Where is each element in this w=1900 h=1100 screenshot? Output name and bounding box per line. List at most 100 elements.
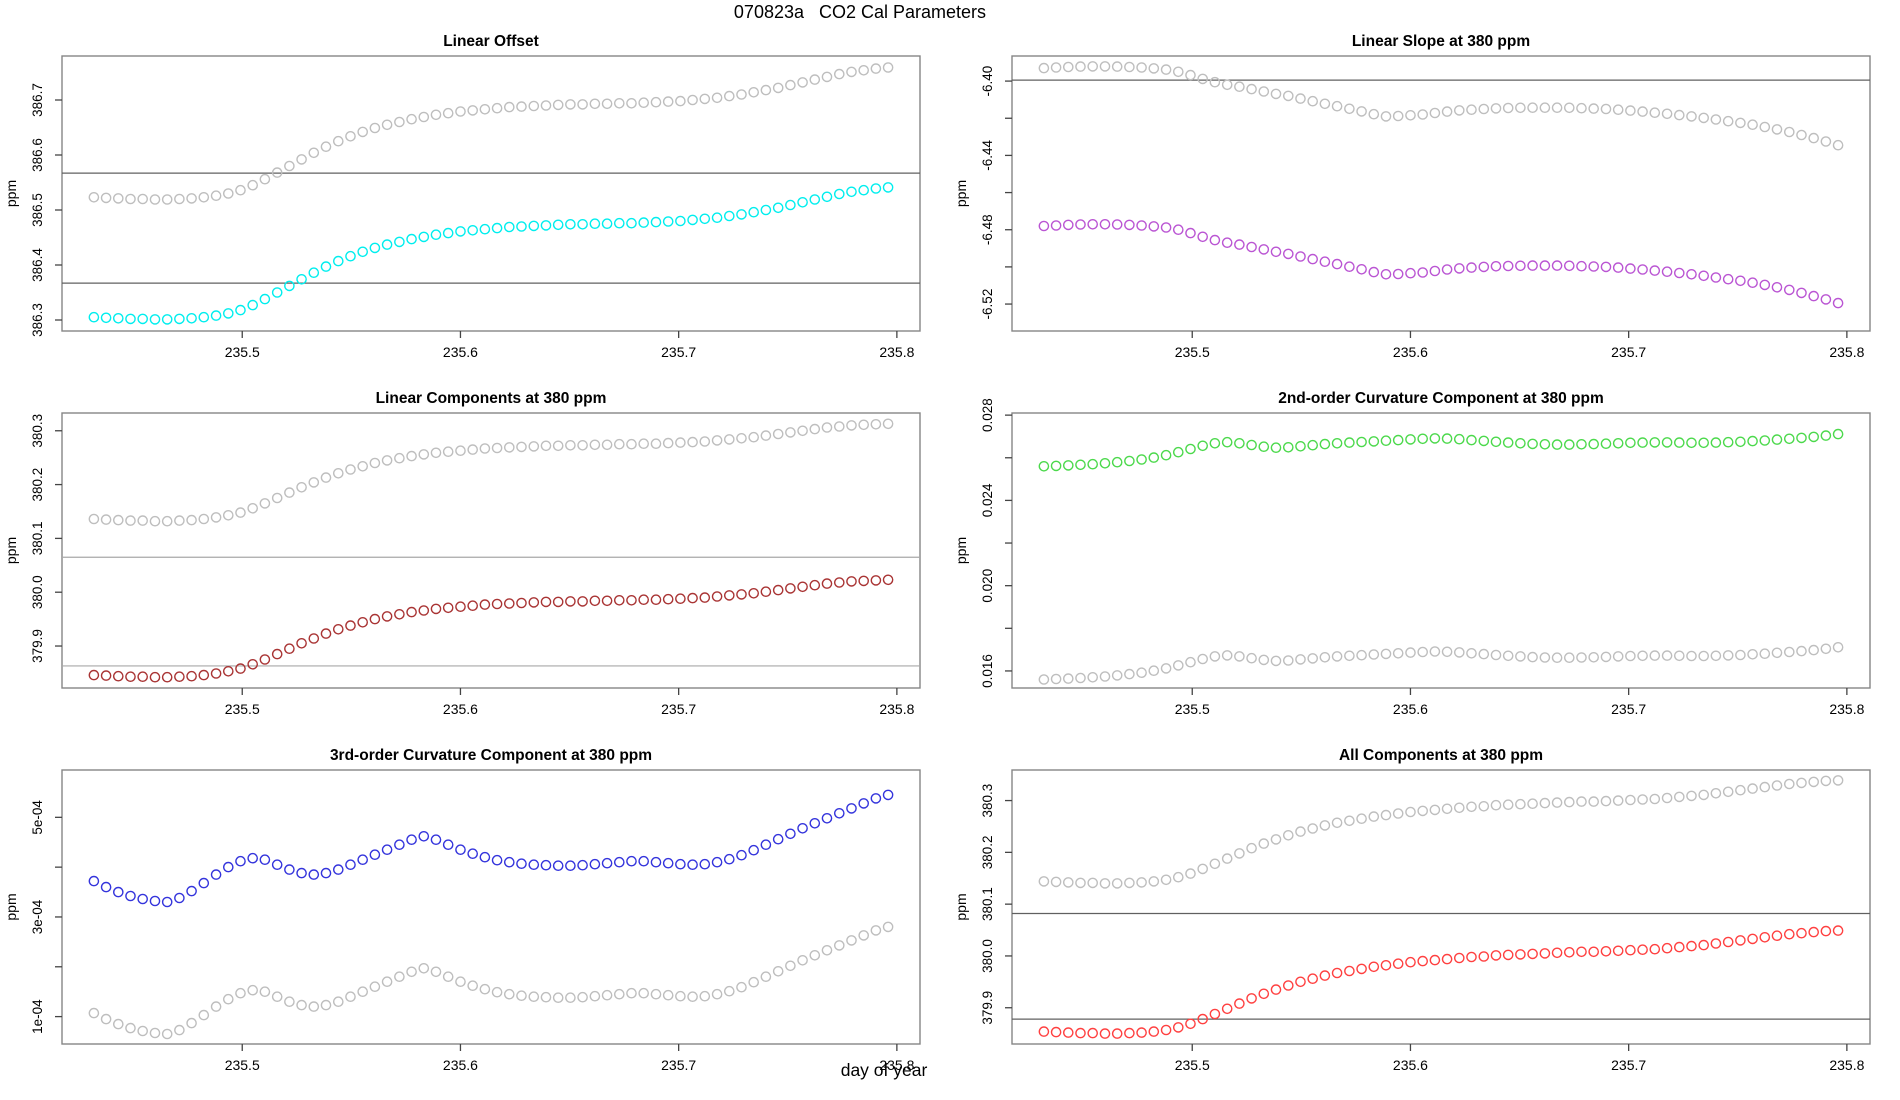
data-point-gray (1796, 129, 1807, 141)
data-point-blue (394, 839, 405, 850)
data-point-cyan (455, 226, 466, 237)
data-point-cyan (736, 209, 747, 220)
data-point-blue (259, 854, 271, 865)
reference-lines (62, 172, 920, 284)
data-point-darkred (369, 613, 381, 625)
data-point-gray (1380, 648, 1392, 660)
data-point-red (1832, 925, 1844, 936)
data-point-gray (161, 1028, 173, 1040)
data-point-gray (748, 431, 760, 443)
data-point-blue (149, 895, 161, 907)
data-point-purple (1221, 237, 1233, 248)
data-point-gray (1221, 650, 1233, 661)
data-point-gray (467, 105, 479, 116)
data-point-gray (1710, 650, 1722, 662)
data-point-purple (1466, 262, 1477, 273)
data-point-red (1050, 1026, 1062, 1038)
data-point-blue (724, 853, 735, 865)
data-point-gray (1392, 110, 1404, 122)
data-point-gray (882, 921, 894, 933)
data-point-darkred (186, 670, 197, 682)
data-point-blue (174, 892, 185, 904)
data-point-blue (161, 896, 173, 908)
data-point-purple (1063, 219, 1074, 231)
data-point-gray (1453, 647, 1465, 658)
data-point-gray (1221, 79, 1233, 91)
data-point-red (1160, 1024, 1172, 1036)
x-tick-label: 235.8 (1829, 344, 1864, 360)
data-point-cyan (125, 313, 136, 325)
x-tick-label: 235.7 (1611, 701, 1646, 717)
panel-3rd-order-curvature: 3rd-order Curvature Component at 380 ppm… (0, 744, 950, 1100)
data-point-gray (1820, 643, 1832, 655)
data-point-green (1160, 449, 1172, 461)
data-point-purple (1185, 227, 1196, 239)
data-point-green (1136, 454, 1147, 465)
data-point-gray (296, 154, 307, 165)
data-point-gray (1429, 107, 1441, 119)
data-point-blue (113, 886, 124, 898)
data-point-gray (455, 976, 466, 987)
data-point-blue (760, 839, 772, 850)
data-point-gray (88, 513, 100, 525)
data-point-gray (687, 991, 698, 1002)
data-point-darkred (601, 595, 613, 607)
data-point-blue (882, 789, 894, 801)
y-tick-label: 386.6 (30, 138, 45, 172)
data-point-red (1539, 948, 1551, 959)
x-tick-label: 235.7 (661, 701, 696, 717)
data-point-gray (772, 82, 784, 94)
data-point-gray (1209, 651, 1221, 662)
data-point-gray (552, 440, 564, 452)
data-point-green (1087, 458, 1098, 470)
data-point-gray (589, 439, 601, 451)
data-point-gray (198, 513, 210, 525)
data-point-gray (1307, 95, 1319, 107)
data-point-blue (442, 839, 454, 850)
data-point-gray (296, 999, 307, 1011)
x-tick-label: 235.6 (443, 1057, 478, 1073)
data-point-gray (614, 988, 625, 1000)
data-point-gray (1441, 646, 1453, 658)
data-point-gray (638, 438, 650, 450)
data-point-cyan (638, 217, 650, 228)
data-point-gray (1295, 826, 1306, 837)
data-point-darkred (113, 670, 124, 682)
data-point-gray (1441, 106, 1453, 117)
data-point-blue (821, 813, 833, 824)
data-point-purple (1747, 277, 1758, 288)
data-point-gray (1197, 863, 1208, 875)
data-point-gray (149, 194, 161, 205)
data-point-gray (809, 423, 821, 435)
data-point-gray (626, 987, 637, 999)
data-point-gray (760, 971, 772, 982)
data-point-darkred (785, 583, 796, 594)
data-point-cyan (503, 221, 515, 233)
data-point-purple (1539, 260, 1551, 271)
data-point-red (1600, 945, 1612, 957)
data-point-cyan (834, 188, 845, 200)
data-point-cyan (772, 202, 784, 214)
data-point-red (1564, 946, 1575, 958)
data-point-gray (149, 515, 161, 527)
data-point-gray (1380, 111, 1392, 122)
data-point-gray (1698, 789, 1710, 801)
data-point-blue (516, 858, 527, 869)
data-point-gray (858, 419, 870, 431)
data-point-gray (1295, 654, 1306, 665)
data-point-gray (88, 191, 100, 203)
data-point-blue (565, 860, 576, 871)
data-point-purple (1637, 264, 1648, 275)
data-point-gray (675, 437, 686, 448)
data-point-purple (1759, 279, 1771, 291)
data-point-gray (1075, 877, 1086, 889)
y-tick-label: 386.7 (30, 83, 45, 117)
data-point-gray (1564, 102, 1575, 114)
data-point-gray (528, 100, 540, 112)
data-point-gray (516, 441, 527, 453)
data-point-red (1221, 1003, 1233, 1015)
data-point-gray (186, 193, 197, 204)
data-point-gray (1808, 644, 1820, 656)
x-tick-label: 235.7 (661, 344, 696, 360)
data-point-gray (662, 96, 674, 107)
